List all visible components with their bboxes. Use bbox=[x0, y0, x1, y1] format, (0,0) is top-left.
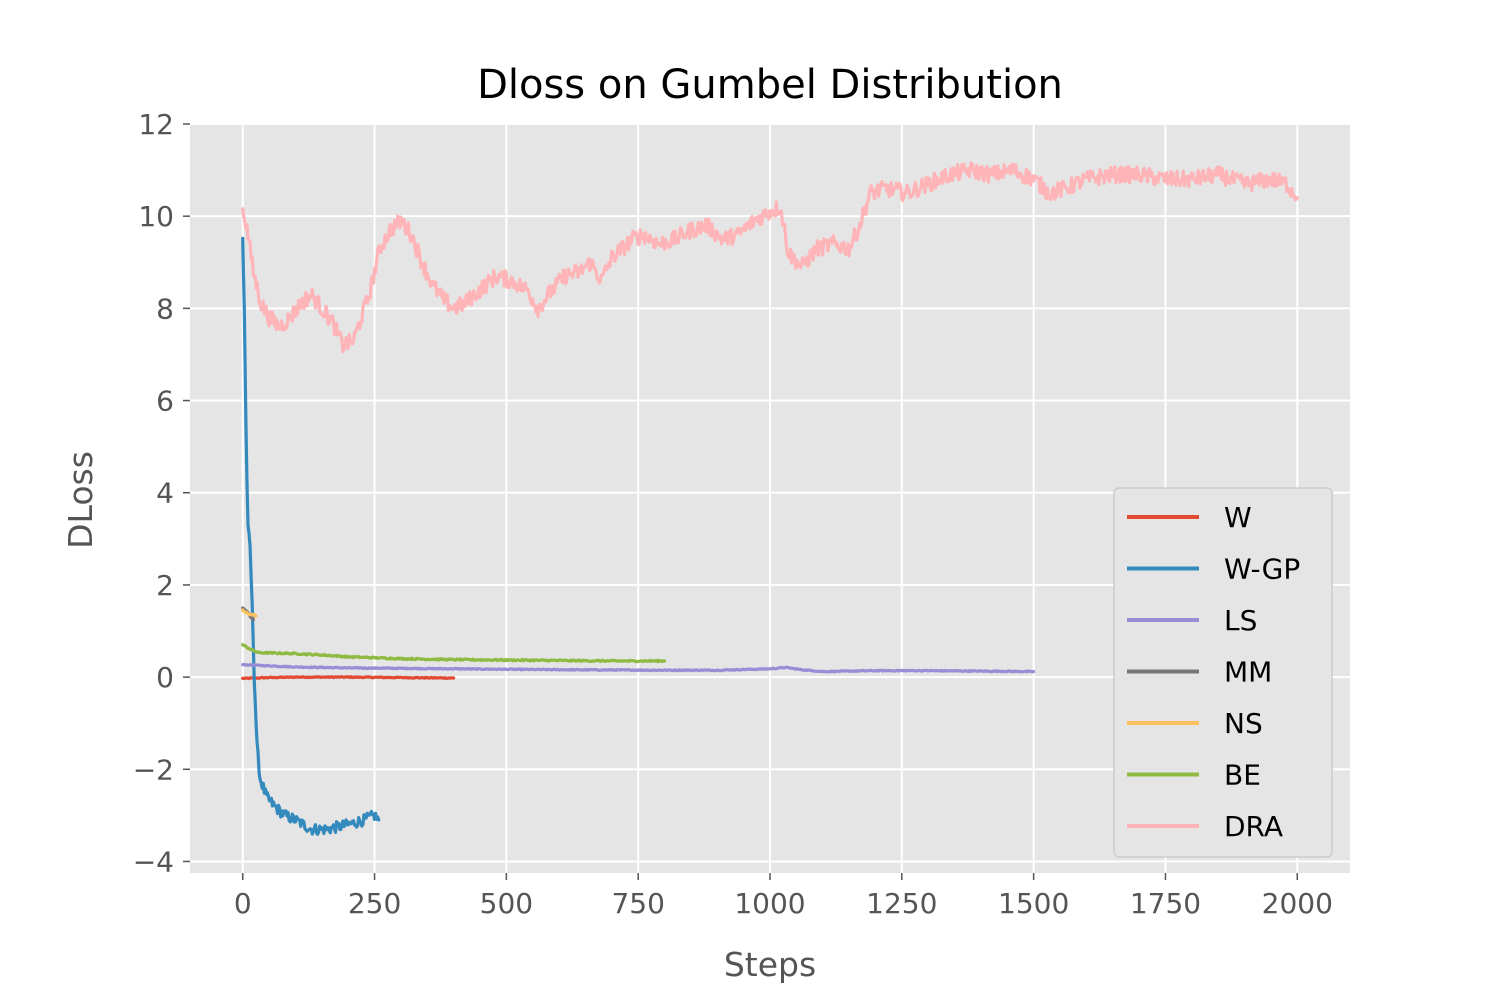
x-tick-label: 1500 bbox=[998, 887, 1069, 920]
x-tick-label: 750 bbox=[611, 887, 664, 920]
series-line-ls bbox=[241, 662, 1036, 674]
y-tick-label: 12 bbox=[138, 108, 174, 141]
legend-label-ls: LS bbox=[1224, 604, 1257, 637]
legend-label-w: W bbox=[1224, 501, 1252, 534]
y-tick-label: 6 bbox=[156, 385, 174, 418]
axis-ticks: 0 250 500 750 1000 1250 1500 1750 2000 −4 −2 0 2 4 6 8 1… bbox=[133, 108, 1333, 920]
series-line-be bbox=[241, 643, 667, 664]
y-tick-label: 10 bbox=[138, 200, 174, 233]
x-tick-label: 250 bbox=[348, 887, 401, 920]
y-tick-label: −2 bbox=[133, 753, 174, 786]
legend-box bbox=[1113, 487, 1333, 858]
legend-label-ns: NS bbox=[1224, 707, 1263, 740]
y-tick-label: 4 bbox=[156, 477, 174, 510]
series-line-w-gp bbox=[241, 236, 381, 836]
x-tick-label: 1250 bbox=[866, 887, 937, 920]
y-tick-label: 8 bbox=[156, 292, 174, 325]
legend-label-be: BE bbox=[1224, 759, 1261, 792]
x-tick-label: 0 bbox=[234, 887, 252, 920]
x-tick-label: 1750 bbox=[1130, 887, 1201, 920]
x-axis-label: Steps bbox=[724, 945, 816, 984]
y-tick-label: 2 bbox=[156, 569, 174, 602]
y-tick-label: 0 bbox=[156, 661, 174, 694]
series-line-dra bbox=[241, 161, 1299, 354]
y-axis-label: DLoss bbox=[61, 451, 100, 549]
x-tick-label: 2000 bbox=[1262, 887, 1333, 920]
legend: W W-GP LS MM NS BE DRA bbox=[1113, 487, 1333, 858]
y-tick-label: −4 bbox=[133, 845, 174, 878]
legend-label-dra: DRA bbox=[1224, 810, 1283, 843]
legend-label-mm: MM bbox=[1224, 656, 1272, 689]
x-tick-label: 500 bbox=[480, 887, 533, 920]
x-tick-label: 1000 bbox=[734, 887, 805, 920]
chart-title: Dloss on Gumbel Distribution bbox=[477, 62, 1063, 108]
series-line-ns bbox=[241, 608, 258, 618]
series-line-w bbox=[241, 675, 456, 681]
legend-label-w-gp: W-GP bbox=[1224, 553, 1300, 586]
series-lines bbox=[241, 161, 1299, 836]
